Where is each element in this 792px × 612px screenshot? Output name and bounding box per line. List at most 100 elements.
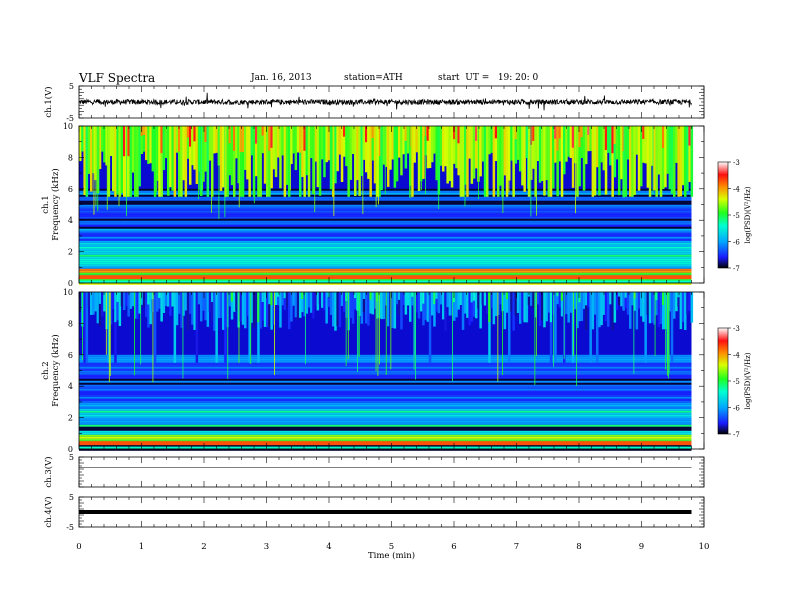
spectrogram-streak bbox=[266, 126, 269, 197]
spectrogram-streak bbox=[655, 292, 658, 301]
spectrogram-row bbox=[79, 224, 692, 227]
spectrogram-streak bbox=[556, 292, 559, 305]
spectrogram-streak bbox=[442, 126, 445, 172]
spectrogram-streak bbox=[349, 292, 353, 318]
spectrogram-streak bbox=[578, 126, 581, 187]
spectrogram-streak bbox=[380, 126, 383, 191]
spectrogram-row bbox=[79, 210, 692, 213]
spectrogram-streak bbox=[255, 292, 258, 323]
spectrogram-streak bbox=[202, 292, 205, 311]
spectrogram-streak bbox=[219, 126, 223, 191]
spectrogram-streak bbox=[571, 126, 574, 148]
spectrogram-streak bbox=[233, 126, 236, 151]
spectrogram-streak bbox=[580, 292, 584, 321]
spectrogram-streak bbox=[402, 292, 405, 305]
spectrogram-streak bbox=[446, 126, 449, 184]
spectrogram-streak bbox=[325, 126, 328, 163]
spectrogram-row bbox=[79, 222, 692, 225]
spectrogram-streak bbox=[560, 126, 564, 197]
spectrogram-streak bbox=[585, 292, 588, 306]
spectrogram-row bbox=[79, 422, 692, 425]
spectrogram-streak bbox=[369, 292, 372, 300]
y-axis-label: ch.3(V) bbox=[43, 456, 54, 487]
spectrogram-streak bbox=[690, 126, 694, 197]
spectrogram-streak bbox=[285, 292, 289, 308]
spectrogram-streak bbox=[604, 126, 607, 151]
spectrogram-row bbox=[79, 230, 692, 233]
spectrogram-streak bbox=[369, 126, 372, 197]
colorbar-tick-label: -6 bbox=[733, 239, 740, 247]
spectrogram-streak bbox=[321, 126, 324, 160]
spectrogram-streak bbox=[596, 292, 599, 363]
spectrogram-streak bbox=[230, 292, 233, 302]
spectrogram-streak bbox=[554, 126, 557, 139]
spectrogram-streak bbox=[182, 126, 185, 181]
spectrogram-streak bbox=[475, 126, 478, 169]
spectrogram-streak bbox=[169, 126, 172, 188]
spectrogram-streak bbox=[479, 292, 482, 329]
spectrogram-streak bbox=[127, 126, 130, 157]
spectrogram-streak bbox=[321, 292, 324, 308]
spectrogram-streak bbox=[578, 292, 581, 322]
spectrogram-streak bbox=[384, 126, 388, 167]
spectrogram-row bbox=[79, 270, 692, 273]
x-tick-label: 10 bbox=[699, 542, 710, 552]
spectrogram-streak bbox=[268, 126, 271, 151]
spectrogram-streak bbox=[453, 292, 456, 321]
spectrogram-streak bbox=[107, 126, 111, 197]
spectrogram-streak bbox=[204, 126, 207, 172]
spectrogram-streak bbox=[607, 292, 610, 327]
spectrogram-streak bbox=[688, 292, 691, 311]
spectrogram-streak bbox=[422, 126, 425, 179]
spectrogram-row bbox=[79, 200, 692, 203]
spectrogram-streak bbox=[585, 126, 588, 165]
spectrogram-streak bbox=[112, 126, 115, 192]
spectrogram-row bbox=[79, 412, 692, 415]
spectrogram-streak bbox=[503, 292, 507, 330]
spectrogram-streak bbox=[662, 292, 665, 330]
spectrogram-streak bbox=[659, 292, 663, 324]
spectrogram-streak bbox=[437, 292, 441, 314]
spectrogram-streak bbox=[602, 292, 606, 315]
spectrogram-streak bbox=[492, 126, 496, 197]
spectrogram-streak bbox=[178, 126, 181, 152]
spectrogram-streak bbox=[290, 292, 293, 322]
spectrogram-streak bbox=[604, 126, 608, 195]
spectrogram-streak bbox=[591, 292, 595, 330]
spectrogram-streak bbox=[250, 126, 254, 156]
spectrogram-streak bbox=[140, 292, 144, 305]
spectrogram-streak bbox=[274, 126, 278, 178]
spectrogram-streak bbox=[305, 292, 309, 314]
spectrogram-streak bbox=[461, 126, 465, 197]
spectrogram-streak bbox=[153, 126, 157, 197]
spectrogram-streak bbox=[175, 126, 179, 153]
spectrogram-row bbox=[79, 416, 692, 419]
spectrogram-streak bbox=[598, 126, 601, 196]
spectrogram-streak bbox=[435, 292, 438, 312]
y-tick-label: 6 bbox=[68, 185, 73, 194]
spectrogram-streak bbox=[589, 126, 592, 151]
spectrogram-streak bbox=[505, 292, 508, 300]
spectrogram-row bbox=[79, 358, 692, 361]
spectrogram-streak bbox=[563, 126, 566, 175]
spectrogram-streak bbox=[222, 292, 225, 330]
spectrogram-streak bbox=[323, 292, 326, 311]
colorbar-1 bbox=[717, 161, 729, 269]
spectrogram-streak bbox=[681, 126, 685, 186]
spectrogram-streak bbox=[142, 126, 145, 135]
spectrogram-streak bbox=[558, 126, 561, 139]
spectrogram-streak bbox=[525, 126, 529, 159]
spectrogram-streak bbox=[560, 292, 563, 301]
spectrogram-streak bbox=[411, 126, 414, 197]
spectrogram-streak bbox=[255, 126, 258, 177]
spectrogram-streak bbox=[455, 126, 458, 169]
spectrogram-streak bbox=[371, 292, 375, 315]
spectrogram-row bbox=[79, 386, 692, 389]
spectrogram-streak bbox=[116, 292, 119, 302]
spectrogram-streak bbox=[659, 126, 663, 197]
spectrogram-streak bbox=[147, 126, 150, 164]
spectrogram-streak bbox=[640, 126, 643, 187]
spectrogram-streak bbox=[186, 292, 190, 331]
spectrogram-streak bbox=[160, 126, 163, 197]
